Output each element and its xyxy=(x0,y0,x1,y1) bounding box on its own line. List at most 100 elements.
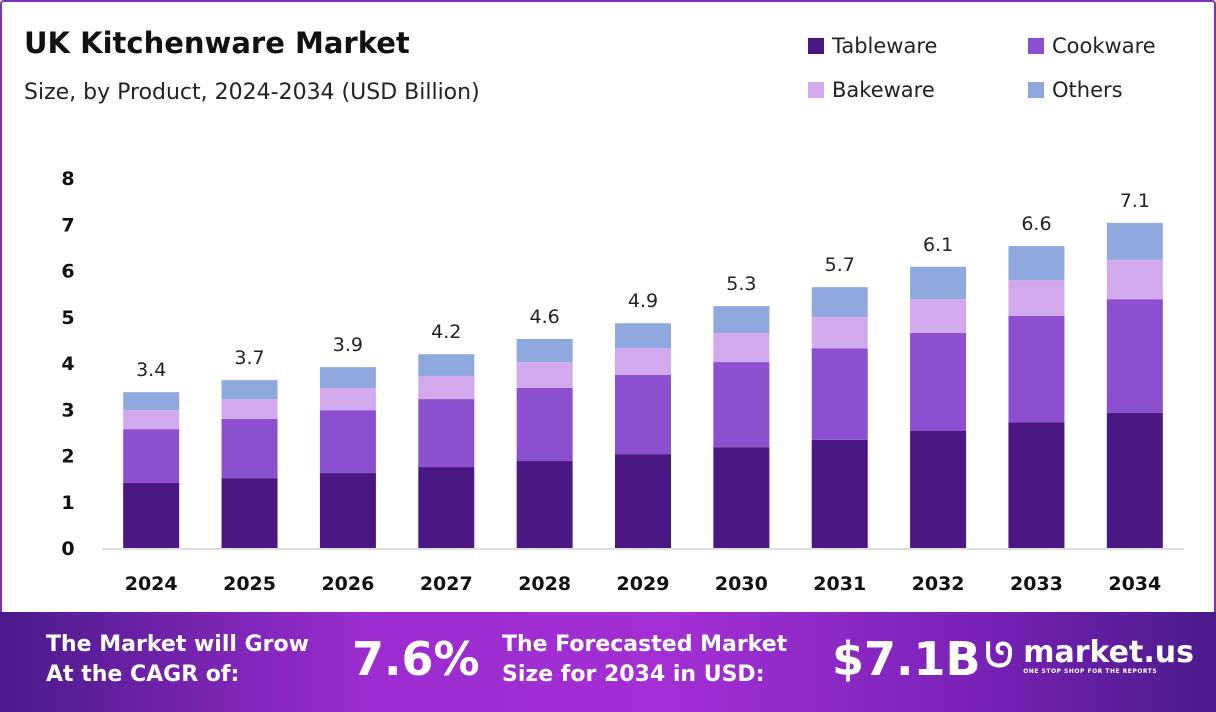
legend-item-others: Others xyxy=(1028,78,1123,102)
data-label: 3.4 xyxy=(136,359,166,381)
data-label: 6.1 xyxy=(923,234,953,256)
bar-segment-tableware xyxy=(319,473,376,548)
data-label: 4.9 xyxy=(628,290,658,312)
x-tick-label: 2034 xyxy=(1108,573,1161,595)
y-tick-label: 1 xyxy=(61,492,74,514)
bar-segment-bakeware xyxy=(516,362,573,388)
bar-segment-tableware xyxy=(221,478,278,548)
bar-segment-others xyxy=(811,287,868,318)
bar-segment-others xyxy=(516,338,573,363)
bar-segment-tableware xyxy=(910,430,967,548)
bar-segment-bakeware xyxy=(1106,259,1163,300)
legend-item-cookware: Cookware xyxy=(1028,34,1156,58)
bar-segment-tableware xyxy=(1008,422,1065,548)
bar-segment-tableware xyxy=(713,447,770,548)
x-tick-label: 2027 xyxy=(420,573,473,595)
bar-segment-cookware xyxy=(1008,315,1065,423)
legend-label: Others xyxy=(1052,78,1123,102)
bar-segment-cookware xyxy=(910,332,967,431)
bar-segment-cookware xyxy=(221,418,278,479)
chart-title: UK Kitchenware Market xyxy=(24,26,410,60)
y-tick-label: 2 xyxy=(61,446,74,468)
x-tick-label: 2033 xyxy=(1010,573,1063,595)
bar-segment-bakeware xyxy=(221,399,278,419)
y-tick-label: 5 xyxy=(61,307,74,329)
logo-mark-icon: ᘎ xyxy=(985,636,1014,676)
bar-segment-bakeware xyxy=(418,375,475,400)
bar-segment-bakeware xyxy=(1008,280,1065,316)
bar-segment-cookware xyxy=(123,429,180,483)
bar-segment-cookware xyxy=(319,410,376,474)
y-tick-label: 0 xyxy=(61,538,74,560)
cagr-value: 7.6% xyxy=(352,632,480,686)
data-label: 4.6 xyxy=(530,306,560,328)
y-tick-label: 7 xyxy=(61,214,74,236)
bar-segment-bakeware xyxy=(811,317,868,349)
data-label: 6.6 xyxy=(1021,213,1051,235)
bar-segment-bakeware xyxy=(319,387,376,411)
bar-segment-others xyxy=(418,354,475,376)
bar-segment-cookware xyxy=(811,348,868,440)
data-label: 3.9 xyxy=(333,334,363,356)
x-tick-label: 2024 xyxy=(125,573,178,595)
bar-segment-cookware xyxy=(713,362,770,448)
bar-segment-tableware xyxy=(123,482,180,548)
bar-segment-tableware xyxy=(615,454,671,548)
bar-segment-cookware xyxy=(615,375,671,455)
x-tick-label: 2032 xyxy=(912,573,965,595)
bar-segment-others xyxy=(910,266,967,300)
bar-segment-cookware xyxy=(418,399,475,468)
bar-segment-cookware xyxy=(516,387,573,462)
brand-tagline: ONE STOP SHOP FOR THE REPORTS xyxy=(1023,667,1158,675)
bar-segment-others xyxy=(221,380,278,400)
bar-segment-tableware xyxy=(1106,412,1163,548)
brand-name: market.us xyxy=(1023,634,1194,670)
y-tick-label: 3 xyxy=(61,399,74,421)
legend-swatch xyxy=(1028,82,1044,98)
x-tick-label: 2029 xyxy=(617,573,670,595)
bar-segment-others xyxy=(1008,245,1065,281)
chart-subtitle: Size, by Product, 2024-2034 (USD Billion… xyxy=(24,80,480,105)
bar-segment-others xyxy=(1106,222,1163,260)
legend-item-bakeware: Bakeware xyxy=(808,78,935,102)
plot-area: 0 1 2 3 4 5 6 7 8 3.4 2024 3.7 2025 3.9 2026 4.2 2027 4.6… xyxy=(61,168,1184,595)
footer-banner: The Market will Grow At the CAGR of: 7.6… xyxy=(0,612,1216,712)
legend-swatch xyxy=(1028,38,1044,54)
bar-segment-tableware xyxy=(418,467,475,548)
bar-segment-bakeware xyxy=(123,410,180,430)
legend-label: Bakeware xyxy=(832,78,935,102)
bar-segment-bakeware xyxy=(615,348,671,376)
y-tick-label: 4 xyxy=(61,353,74,375)
y-tick-label: 8 xyxy=(61,168,74,190)
cagr-label-line: The Market will Grow xyxy=(46,632,309,657)
brand-logo: ᘎ market.us ONE STOP SHOP FOR THE REPORT… xyxy=(985,636,1194,676)
legend-swatch xyxy=(808,82,824,98)
bar-segment-others xyxy=(615,323,671,349)
bar-segment-bakeware xyxy=(713,332,770,363)
x-tick-label: 2025 xyxy=(223,573,276,595)
legend-label: Tableware xyxy=(832,34,938,58)
data-label: 5.7 xyxy=(825,254,855,276)
cagr-label-line: At the CAGR of: xyxy=(46,662,240,687)
legend-item-tableware: Tableware xyxy=(808,34,937,58)
bar-segment-cookware xyxy=(1106,299,1163,413)
x-tick-label: 2031 xyxy=(813,573,866,595)
legend-swatch xyxy=(808,38,824,54)
bar-segment-tableware xyxy=(811,439,868,548)
bar-segment-bakeware xyxy=(910,299,967,333)
data-label: 3.7 xyxy=(234,347,264,369)
data-label: 7.1 xyxy=(1120,190,1150,212)
x-tick-label: 2028 xyxy=(518,573,571,595)
forecast-value: $7.1B xyxy=(832,632,981,686)
bar-segment-others xyxy=(319,367,376,388)
forecast-label-line: The Forecasted Market xyxy=(502,632,788,657)
data-label: 4.2 xyxy=(431,321,461,343)
cagr-label: The Market will Grow At the CAGR of: xyxy=(46,630,309,690)
legend-label: Cookware xyxy=(1052,34,1156,58)
data-label: 5.3 xyxy=(726,273,756,295)
forecast-label-line: Size for 2034 in USD: xyxy=(502,662,765,687)
forecast-label: The Forecasted Market Size for 2034 in U… xyxy=(502,630,787,690)
bar-segment-tableware xyxy=(516,461,573,548)
x-tick-label: 2026 xyxy=(321,573,374,595)
